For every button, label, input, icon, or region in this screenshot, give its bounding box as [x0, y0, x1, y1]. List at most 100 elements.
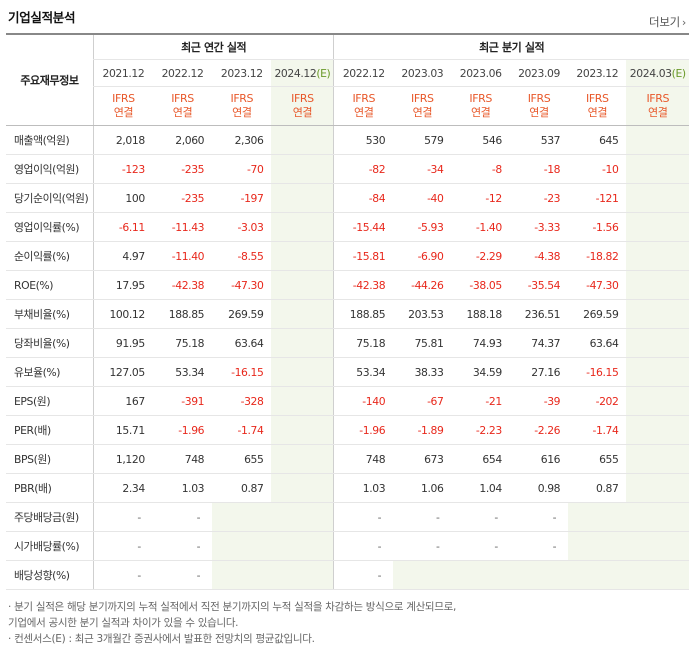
- table-cell: -: [92, 531, 153, 561]
- table-cell: 53.34: [152, 357, 213, 387]
- table-cell: -44.26: [393, 270, 452, 300]
- table-cell: -202: [568, 386, 627, 416]
- table-row: 당기순이익(억원) 100 -235 -197 -84 -40 -12 -23 -121: [6, 183, 689, 213]
- table-cell: -16.15: [212, 357, 272, 387]
- table-row: 시가배당률(%) - - - - - -: [6, 531, 689, 561]
- annual-period-header: 2023.12: [212, 59, 272, 87]
- table-cell: [271, 183, 334, 213]
- table-cell: 167: [92, 386, 153, 416]
- table-cell: 27.16: [509, 357, 569, 387]
- table-cell: [626, 531, 689, 561]
- table-cell: -15.81: [333, 241, 394, 271]
- table-row: BPS(원) 1,120 748 655 748 673 654 616 655: [6, 444, 689, 474]
- table-row: PER(배) 15.71 -1.96 -1.74 -1.96 -1.89 -2.23 -2.2…: [6, 415, 689, 445]
- table-cell: -6.11: [92, 212, 153, 242]
- ifrs-basis-label: IFRS 연결: [451, 86, 510, 126]
- table-cell: [271, 473, 334, 503]
- row-label: 당좌비율(%): [6, 328, 94, 358]
- table-cell: -235: [152, 154, 213, 184]
- table-cell: [626, 154, 689, 184]
- table-cell: 2.34: [92, 473, 153, 503]
- table-row: ROE(%) 17.95 -42.38 -47.30 -42.38 -44.26 -38.0…: [6, 270, 689, 300]
- table-cell: 63.64: [568, 328, 627, 358]
- table-cell: [626, 502, 689, 532]
- table-cell: 15.71: [92, 415, 153, 445]
- table-cell: 75.18: [333, 328, 394, 358]
- table-cell: [568, 531, 627, 561]
- footnotes: · 분기 실적은 해당 분기까지의 누적 실적에서 직전 분기까지의 누적 실적…: [8, 599, 688, 647]
- row-label: 순이익률(%): [6, 241, 94, 271]
- table-cell: 34.59: [451, 357, 510, 387]
- table-cell: 1.03: [333, 473, 394, 503]
- table-row: EPS(원) 167 -391 -328 -140 -67 -21 -39 -202: [6, 386, 689, 416]
- table-cell: -2.29: [451, 241, 510, 271]
- table-cell: 188.85: [152, 299, 213, 329]
- table-cell: 546: [451, 125, 510, 155]
- table-cell: -23: [509, 183, 569, 213]
- table-cell: -4.38: [509, 241, 569, 271]
- table-cell: 645: [568, 125, 627, 155]
- table-cell: [393, 560, 452, 590]
- footnote-2: 기업에서 공시한 분기 실적과 차이가 있을 수 있습니다.: [8, 617, 239, 629]
- table-cell: -197: [212, 183, 272, 213]
- consolidated-text: 연결: [232, 106, 252, 119]
- table-cell: -47.30: [568, 270, 627, 300]
- table-cell: -: [333, 502, 394, 532]
- table-row: 순이익률(%) 4.97 -11.40 -8.55 -15.81 -6.90 -2.29 -4…: [6, 241, 689, 271]
- consolidated-text: 연결: [470, 106, 491, 119]
- row-label: 배당성향(%): [6, 560, 94, 590]
- table-cell: [626, 270, 689, 300]
- table-cell: -38.05: [451, 270, 510, 300]
- table-cell: 203.53: [393, 299, 452, 329]
- ifrs-text: IFRS: [352, 92, 376, 105]
- table-cell: [509, 560, 569, 590]
- table-cell: -40: [393, 183, 452, 213]
- estimate-mark: (E): [316, 66, 331, 80]
- table-row: 영업이익률(%) -6.11 -11.43 -3.03 -15.44 -5.93 -1.40…: [6, 212, 689, 242]
- period-label: 2023.12: [220, 66, 263, 80]
- row-label: 당기순이익(억원): [6, 183, 94, 213]
- chevron-right-icon: ›: [681, 16, 686, 29]
- table-cell: [626, 328, 689, 358]
- table-cell: -3.33: [509, 212, 569, 242]
- ifrs-text: IFRS: [112, 92, 135, 105]
- ifrs-basis-label: IFRS 연결: [271, 86, 334, 126]
- footnote-1: · 분기 실적은 해당 분기까지의 누적 실적에서 직전 분기까지의 누적 실적…: [8, 601, 457, 613]
- table-cell: 0.87: [212, 473, 272, 503]
- table-cell: -18.82: [568, 241, 627, 271]
- table-cell: -8: [451, 154, 510, 184]
- table-cell: 2,060: [152, 125, 213, 155]
- table-cell: -15.44: [333, 212, 394, 242]
- table-cell: [451, 560, 510, 590]
- table-cell: 188.85: [333, 299, 394, 329]
- quarter-period-header: 2023.03: [393, 59, 452, 87]
- table-cell: -1.89: [393, 415, 452, 445]
- more-link[interactable]: 더보기 ›: [649, 14, 686, 30]
- table-cell: -2.23: [451, 415, 510, 445]
- section-header: 기업실적분석 더보기 ›: [0, 0, 694, 34]
- footnote-3: · 컨센서스(E) : 최근 3개월간 증권사에서 발표한 전망치의 평균값입니…: [8, 633, 315, 645]
- table-cell: 91.95: [92, 328, 153, 358]
- ifrs-basis-label: IFRS 연결: [509, 86, 569, 126]
- table-cell: [212, 531, 272, 561]
- ifrs-text: IFRS: [230, 92, 254, 105]
- table-cell: -: [393, 531, 452, 561]
- table-cell: [568, 502, 627, 532]
- table-cell: -: [333, 560, 394, 590]
- table-cell: 654: [451, 444, 510, 474]
- annual-period-header: 2021.12: [92, 59, 153, 87]
- table-cell: -84: [333, 183, 394, 213]
- table-cell: [626, 212, 689, 242]
- table-cell: 1,120: [92, 444, 153, 474]
- row-label: 영업이익률(%): [6, 212, 94, 242]
- table-cell: -: [92, 502, 153, 532]
- consolidated-text: 연결: [648, 106, 668, 119]
- table-cell: 4.97: [92, 241, 153, 271]
- ifrs-basis-label: IFRS 연결: [393, 86, 452, 126]
- table-cell: 127.05: [92, 357, 153, 387]
- table-cell: [212, 560, 272, 590]
- row-label: PER(배): [6, 415, 94, 445]
- table-cell: 38.33: [393, 357, 452, 387]
- table-cell: 748: [333, 444, 394, 474]
- table-cell: -: [451, 502, 510, 532]
